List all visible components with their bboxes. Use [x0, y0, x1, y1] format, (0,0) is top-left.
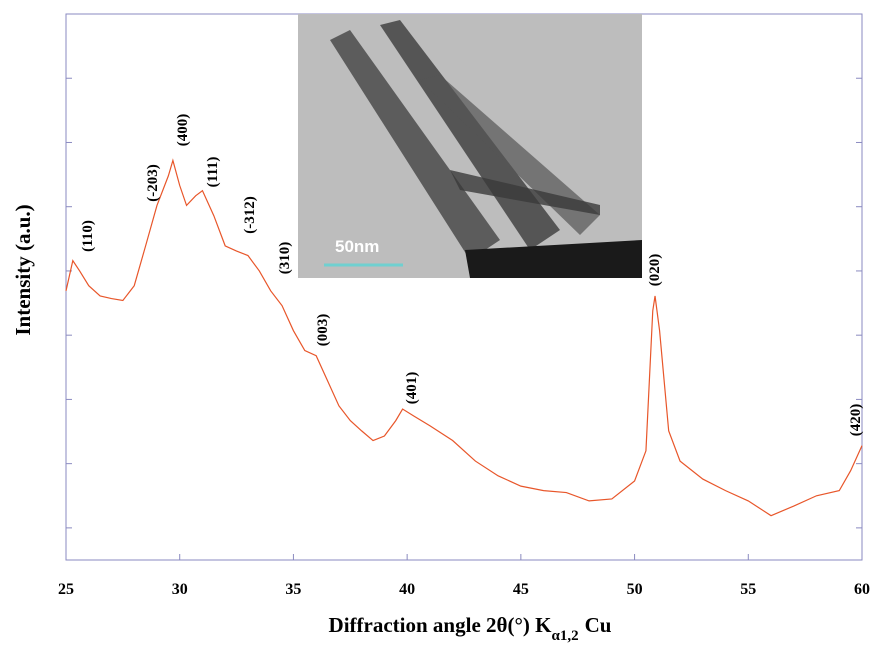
peak-label: (020)	[647, 254, 663, 287]
x-tick-label: 40	[399, 581, 415, 598]
x-tick-label: 55	[740, 581, 756, 598]
peak-label: (400)	[175, 114, 191, 147]
scale-label: 50nm	[335, 237, 379, 256]
x-tick-label: 35	[285, 581, 301, 598]
inset-rod	[450, 170, 600, 215]
x-axis-label-suffix: Cu	[585, 613, 612, 637]
peak-label: (111)	[205, 157, 221, 188]
peak-label: (310)	[277, 242, 293, 275]
peak-label: (-203)	[145, 164, 161, 202]
inset-image: 50nm	[298, 14, 642, 278]
inset-dark-region	[465, 240, 642, 278]
x-tick-label: 30	[172, 581, 188, 598]
data-line	[65, 158, 863, 517]
y-axis-label: Intensity (a.u.)	[11, 204, 35, 335]
x-tick-label: 25	[58, 581, 74, 598]
peak-label: (420)	[848, 404, 864, 437]
x-axis-label: Diffraction angle 2θ(°) Kα1,2 Cu	[329, 613, 612, 644]
peak-label: (401)	[404, 372, 420, 405]
peak-label: (-312)	[242, 196, 258, 234]
x-tick-label: 50	[627, 581, 643, 598]
inset-rod	[330, 30, 500, 260]
x-axis-label-main: Diffraction angle 2θ(°) K	[329, 613, 553, 637]
x-axis-label-sub: α1,2	[551, 628, 578, 644]
x-tick-label: 60	[854, 581, 870, 598]
peak-label: (110)	[80, 220, 96, 252]
peak-label: (003)	[315, 314, 331, 347]
x-tick-label: 45	[513, 581, 529, 598]
